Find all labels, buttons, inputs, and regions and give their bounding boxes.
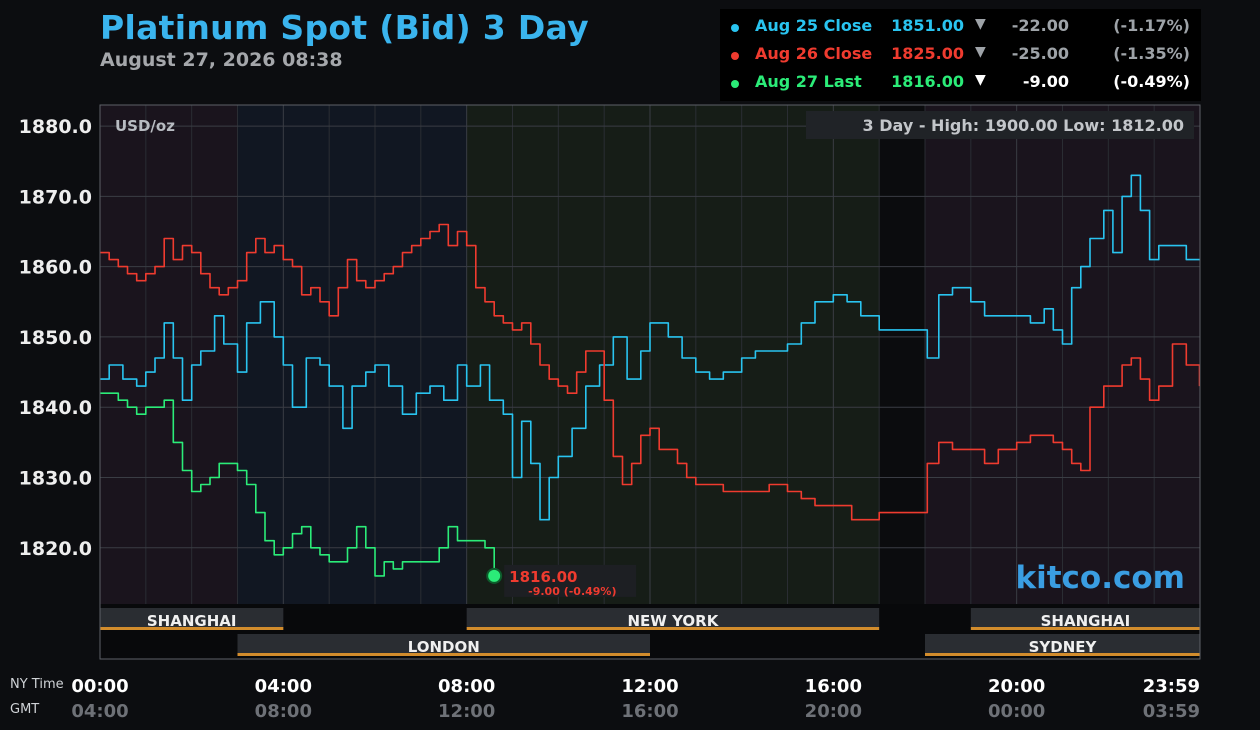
ny-time-row-label: NY Time [10,677,64,692]
legend-box: Aug 25 Close 1851.00 ▼ -22.00 (-1.17%) A… [720,9,1201,101]
chart-timestamp: August 27, 2026 08:38 [100,49,343,71]
session-label: SHANGHAI [147,612,237,630]
x-tick-label-ny: 16:00 [805,676,862,697]
session-label: LONDON [408,638,480,656]
x-tick-label-gmt: 03:59 [1143,701,1200,722]
y-tick-label: 1840.0 [19,397,92,419]
series-lines [100,174,1201,577]
x-tick-label-gmt: 12:00 [438,701,495,722]
x-tick-label-gmt: 20:00 [805,701,862,722]
legend-row-aug27: Aug 27 Last 1816.00 ▼ -9.00 (-0.49%) [720,70,1201,98]
x-tick-label-gmt: 00:00 [988,701,1045,722]
high-low-label: 3 Day - High: 1900.00 Low: 1812.00 [863,116,1184,135]
market-sessions: SHANGHAI NEW YORK SHANGHAI LONDON SYDNEY [100,604,1200,659]
legend-pct-aug25: (-1.17%) [1113,16,1190,35]
plot-frame [99,104,1201,660]
x-tick-label-ny: 04:00 [255,676,312,697]
legend-pct-aug27: (-0.49%) [1113,72,1190,91]
legend-value-aug25: 1851.00 [891,16,964,35]
gmt-row-label: GMT [10,702,39,717]
y-tick-label: 1870.0 [19,186,92,208]
units-label: USD/oz [115,117,175,135]
x-tick-label-gmt: 04:00 [71,701,128,722]
y-tick-label: 1860.0 [19,257,92,279]
x-tick-label-gmt: 08:00 [255,701,312,722]
last-price-callout: 1816.00-9.00 (-0.49%) [486,564,637,598]
last-price-marker [486,567,503,584]
legend-row-aug25: Aug 25 Close 1851.00 ▼ -22.00 (-1.17%) [720,14,1201,42]
legend-change-aug27: -9.00 [1022,72,1069,91]
session-tint [100,105,238,604]
axes: 1880.0 1870.0 1860.0 1850.0 1840.0 1830.0 1820… [10,116,1200,722]
x-tick-label-ny: 12:00 [621,676,678,697]
session-tint [466,105,880,604]
x-tick-label-ny: 08:00 [438,676,495,697]
series-line-3 [100,392,495,577]
high-low-box [806,111,1194,139]
session-bar-sydney [925,634,1200,654]
x-tick-label-ny: 20:00 [988,676,1045,697]
plot-annotations: USD/oz 3 Day - High: 1900.00 Low: 1812.0… [115,111,1194,596]
legend-label-aug27: Aug 27 Last [755,72,862,91]
last-price-box [504,564,637,597]
session-label: NEW YORK [628,612,720,630]
legend-dot-aug25 [731,24,739,32]
session-underline [237,653,650,656]
session-tint [879,105,925,604]
legend-value-aug26: 1825.00 [891,44,964,63]
session-bar-new-york [466,608,880,628]
session-bar-london [237,634,650,654]
legend-dot-aug27 [731,80,739,88]
series-line-1 [100,174,1200,521]
legend-row-aug26: Aug 26 Close 1825.00 ▼ -25.00 (-1.35%) [720,42,1201,70]
session-tint [237,105,467,604]
session-underline [100,627,284,630]
session-label: SYDNEY [1029,638,1098,656]
y-tick-label: 1820.0 [19,538,92,560]
legend-value-aug27: 1816.00 [891,72,964,91]
legend-arrow-aug25: ▼ [975,16,986,32]
x-tick-label-gmt: 16:00 [621,701,678,722]
session-label: SHANGHAI [1041,612,1131,630]
legend-change-aug25: -22.00 [1011,16,1069,35]
session-bar-shanghai [100,608,284,628]
y-tick-label: 1880.0 [19,116,92,138]
legend-pct-aug26: (-1.35%) [1113,44,1190,63]
last-price-value: 1816.00 [509,568,577,586]
session-bar-shanghai [970,608,1200,628]
x-tick-label-ny: 23:59 [1143,676,1200,697]
series-line-2 [100,223,1201,521]
session-underline [466,627,880,630]
chart-title: Platinum Spot (Bid) 3 Day [100,8,589,47]
legend-label-aug25: Aug 25 Close [755,16,873,35]
legend-arrow-aug27: ▼ [975,72,986,88]
last-price-change: -9.00 (-0.49%) [528,585,616,598]
legend-label-aug26: Aug 26 Close [755,44,873,63]
y-tick-label: 1850.0 [19,327,92,349]
y-tick-label: 1830.0 [19,467,92,489]
session-underline [925,653,1200,656]
legend-dot-aug26 [731,52,739,60]
legend-arrow-aug26: ▼ [975,44,986,60]
x-tick-label-ny: 00:00 [71,676,128,697]
session-underline [970,627,1200,630]
legend-change-aug26: -25.00 [1011,44,1069,63]
watermark-logo: kitco.com [1016,560,1186,596]
